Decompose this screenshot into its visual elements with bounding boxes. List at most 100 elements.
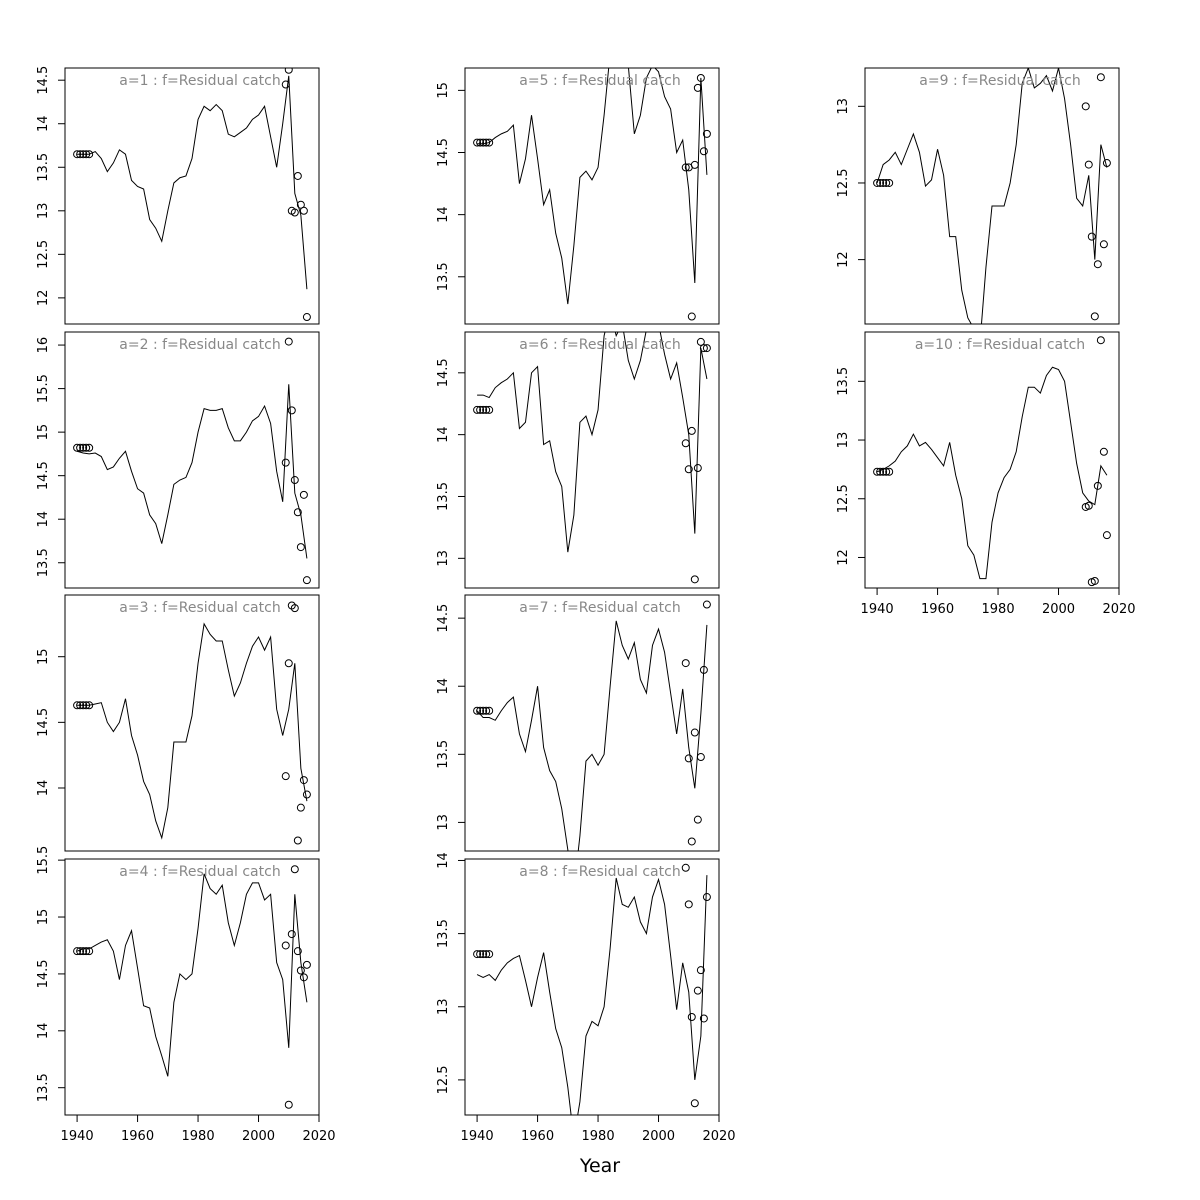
point	[281, 458, 290, 467]
point	[1090, 576, 1099, 585]
panel: 13.5 14 14.5 15 15.5 16 a=2 : f=Residual catch	[36, 331, 320, 589]
point	[690, 728, 699, 737]
panel-title: a=1 : f=Residual catch	[119, 73, 280, 89]
y-tick-label: 15	[36, 424, 51, 441]
y-tick-label: 14	[436, 678, 451, 695]
point	[293, 947, 302, 956]
point	[76, 701, 85, 710]
y-tick-label: 13	[836, 432, 851, 449]
point	[687, 1012, 696, 1021]
y-tick-label: 15.5	[36, 374, 51, 403]
panel-frame	[64, 594, 320, 852]
point	[876, 467, 885, 476]
point	[684, 465, 693, 474]
point	[699, 147, 708, 156]
point	[696, 753, 705, 762]
point	[1084, 160, 1093, 169]
point	[290, 208, 299, 217]
y-tick-label: 16	[36, 337, 51, 354]
point	[885, 178, 894, 187]
point	[1096, 336, 1105, 345]
point	[290, 865, 299, 874]
point	[876, 178, 885, 187]
y-tick-label: 13.5	[836, 367, 851, 396]
point	[281, 772, 290, 781]
point	[482, 706, 491, 715]
x-tick-label: 1960	[521, 1129, 554, 1144]
point	[85, 947, 94, 956]
y-tick-label: 14	[36, 511, 51, 528]
line	[476, 620, 708, 851]
x-tick-label: 1960	[121, 1129, 154, 1144]
y-tick-label: 12	[836, 251, 851, 268]
plot-area	[473, 68, 711, 321]
panel-title: a=5 : f=Residual catch	[519, 73, 680, 89]
x-tick-label: 2020	[702, 1129, 735, 1144]
point	[873, 467, 882, 476]
point	[299, 973, 308, 982]
point	[82, 150, 91, 159]
y-tick-label: 15	[436, 82, 451, 99]
point	[82, 443, 91, 452]
point	[681, 659, 690, 668]
point	[296, 966, 305, 975]
x-tick-label: 1940	[861, 602, 894, 617]
point	[879, 178, 888, 187]
y-tick-label: 14	[36, 780, 51, 797]
point	[79, 701, 88, 710]
point	[302, 790, 311, 799]
panel: 13 13.5 14 14.5 a=6 : f=Residual catch	[436, 331, 720, 589]
point	[702, 600, 711, 609]
point	[1093, 260, 1102, 269]
point	[696, 73, 705, 82]
point	[287, 406, 296, 415]
point	[1102, 531, 1111, 540]
point	[1093, 481, 1102, 490]
y-tick-label: 14.5	[436, 604, 451, 633]
y-tick-label: 12	[36, 290, 51, 307]
plot-area	[873, 336, 1111, 587]
panel-frame	[864, 67, 1120, 325]
panel-frame	[464, 858, 720, 1116]
panel-frame	[464, 594, 720, 852]
point	[882, 178, 891, 187]
point	[476, 138, 485, 147]
line	[876, 366, 1108, 580]
point	[293, 836, 302, 845]
point	[693, 83, 702, 92]
y-tick-label: 14.5	[36, 959, 51, 988]
point	[293, 171, 302, 180]
point	[485, 405, 494, 414]
x-tick-label: 1980	[982, 602, 1015, 617]
y-tick-label: 12.5	[836, 168, 851, 197]
point	[885, 467, 894, 476]
x-tick-label: 1980	[182, 1129, 215, 1144]
point	[681, 439, 690, 448]
point	[693, 986, 702, 995]
point	[690, 160, 699, 169]
point	[284, 337, 293, 346]
line	[476, 875, 708, 1115]
point	[82, 947, 91, 956]
line	[477, 68, 708, 305]
point	[79, 947, 88, 956]
line	[77, 75, 308, 290]
point	[479, 405, 488, 414]
point	[85, 701, 94, 710]
y-tick-label: 13.5	[436, 919, 451, 948]
y-tick-label: 13	[436, 550, 451, 567]
point	[473, 950, 482, 959]
panel: 12.5 13 13.5 14 1940 1960 1980 2000 2020 a=8 : f=…	[436, 852, 736, 1144]
y-tick-label: 14.5	[36, 461, 51, 490]
point	[699, 1014, 708, 1023]
point	[281, 80, 290, 89]
point	[79, 443, 88, 452]
y-tick-label: 12.5	[836, 484, 851, 513]
point	[1096, 73, 1105, 82]
panel-title: a=9 : f=Residual catch	[919, 73, 1080, 89]
point	[299, 776, 308, 785]
point	[690, 575, 699, 584]
y-tick-label: 14.5	[36, 66, 51, 95]
